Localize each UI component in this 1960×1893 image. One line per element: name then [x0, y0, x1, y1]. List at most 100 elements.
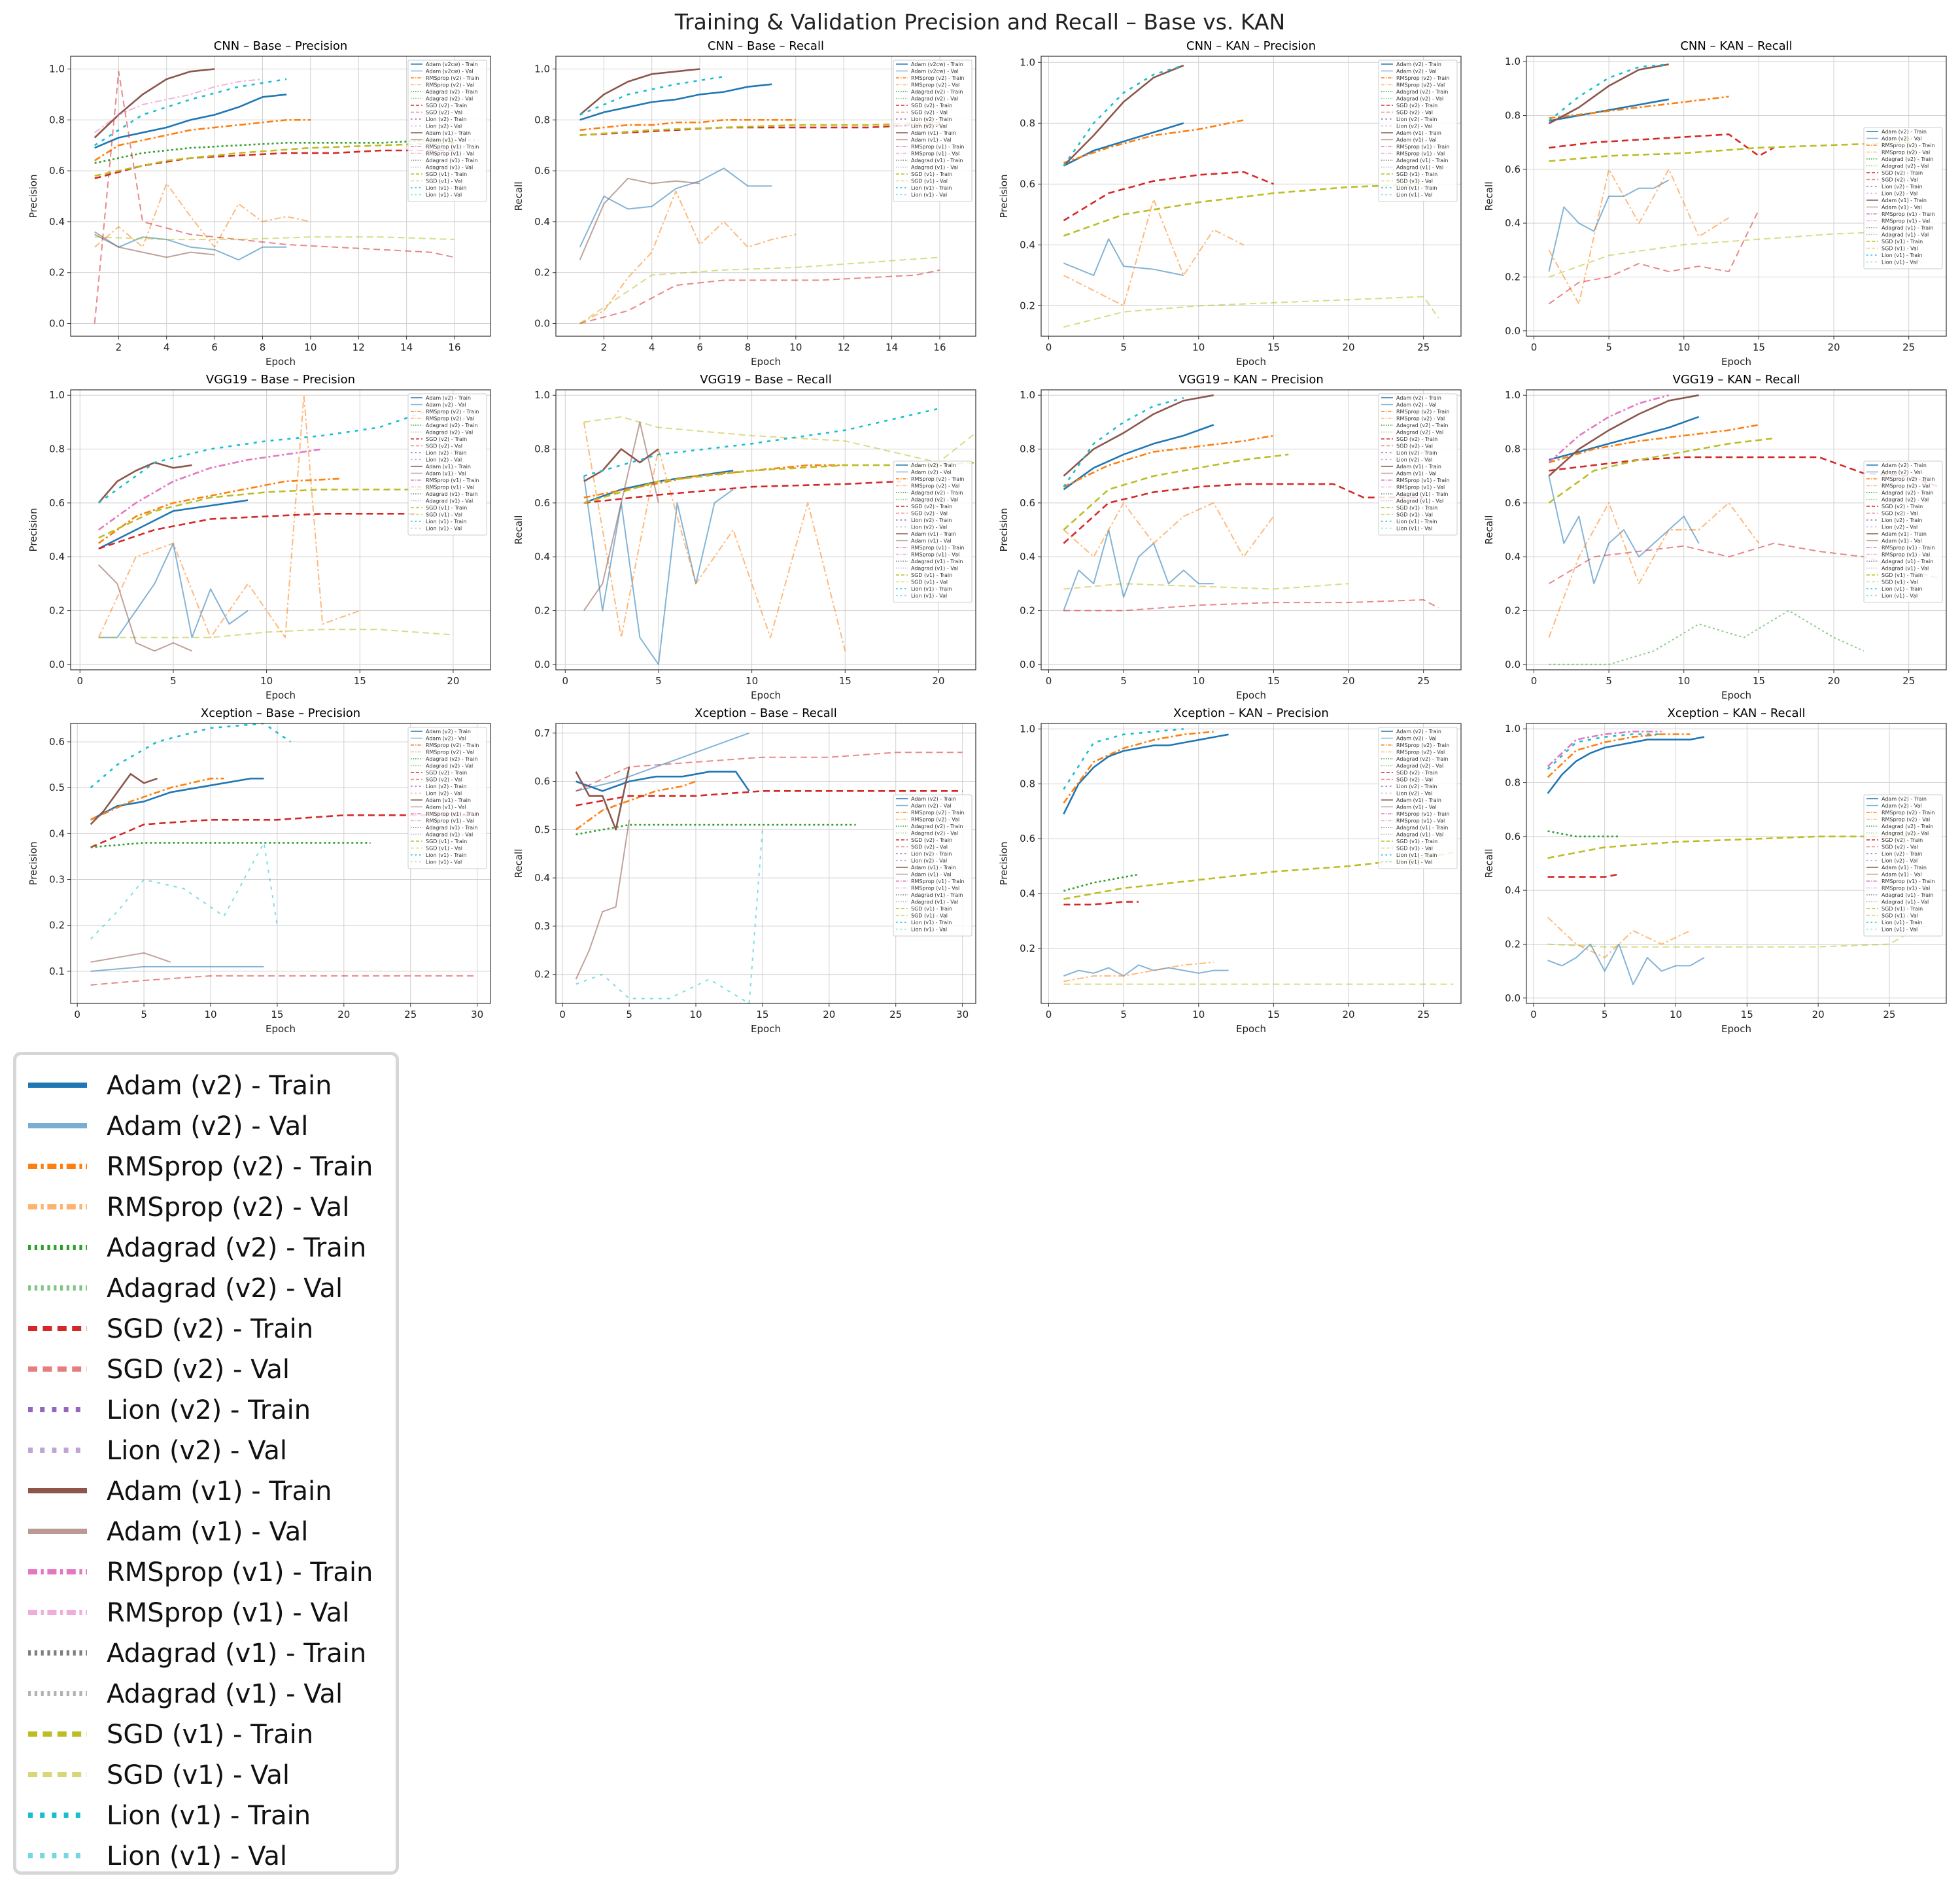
y-tick-label: 0.3	[534, 920, 550, 932]
legend-label: Adam (v2) - Val	[1396, 736, 1437, 742]
legend-label: Lion (v2) - Val	[1396, 457, 1432, 463]
legend-label: SGD (v2) - Val	[911, 511, 948, 517]
legend-swatch	[28, 1650, 87, 1656]
legend-label: Adam (v2) - Train	[1882, 462, 1927, 468]
legend-item: Adagrad (v1) - Val	[16, 1673, 396, 1713]
legend-label: SGD (v1) - Val	[911, 179, 948, 184]
legend-label: Adam (v2) - Train	[426, 729, 471, 735]
subplot: CNN – KAN – Precision 0.2 0.4 0.6 0.8 1.0 0 5 10…	[979, 37, 1471, 378]
legend-label: Adam (v2) - Train	[911, 462, 956, 468]
axes-frame	[555, 56, 976, 337]
legend-label: Adagrad (v1) - Val	[426, 832, 473, 838]
y-tick-label: 0.6	[1505, 831, 1521, 842]
legend-label: SGD (v1) - Train	[1882, 572, 1923, 578]
legend-label: RMSprop (v1) - Train	[1882, 211, 1934, 217]
x-tick-label: 10	[746, 675, 758, 687]
y-tick-label: 1.0	[1505, 723, 1521, 735]
y-tick-label: 0.8	[1505, 443, 1521, 455]
series-line	[583, 461, 976, 504]
legend-label: Adagrad (v2) - Val	[1396, 96, 1443, 102]
legend-label: Adam (v2) - Train	[1396, 395, 1441, 401]
legend-label: Adam (v1) - Train	[1882, 865, 1927, 871]
y-axis-label: Precision	[27, 175, 39, 218]
legend-label: RMSprop (v2) - Train	[426, 75, 479, 81]
legend-label: Adam (v2) - Val	[107, 1111, 309, 1141]
legend-swatch	[28, 1245, 87, 1250]
series-line	[1548, 476, 1700, 585]
legend-label: Adagrad (v1) - Val	[1882, 566, 1929, 572]
legend-label: Adam (v1) - Val	[426, 805, 466, 810]
x-tick-label: 14	[400, 341, 413, 353]
legend-swatch	[28, 1772, 87, 1777]
legend-label: RMSprop (v1) - Val	[426, 818, 474, 824]
series-line	[1063, 529, 1214, 611]
x-tick-label: 30	[471, 1009, 483, 1020]
x-tick-label: 20	[1827, 341, 1840, 353]
x-tick-label: 10	[1677, 341, 1690, 353]
legend-label: Lion (v2) - Train	[1396, 450, 1437, 456]
series-line	[1548, 394, 1699, 477]
legend-label: Lion (v1) - Val	[911, 192, 947, 198]
legend-label: SGD (v1) - Train	[911, 906, 952, 912]
subplot: Xception – KAN – Precision 0.2 0.4 0.6 0.8 1.…	[979, 704, 1471, 1045]
legend-label: SGD (v2) - Train	[1882, 170, 1923, 176]
legend-label: SGD (v1) - Train	[911, 171, 952, 177]
x-tick-label: 16	[448, 341, 460, 353]
legend-label: Adagrad (v2) - Val	[1882, 831, 1929, 837]
legend-label: Adagrad (v1) - Train	[426, 825, 477, 831]
subplot: Xception – Base – Recall 0.2 0.3 0.4 0.5 0.6 0…	[494, 704, 986, 1045]
legend-label: Adam (v2) - Val	[426, 402, 466, 408]
y-tick-label: 0.4	[534, 872, 550, 884]
y-axis-label: Precision	[998, 842, 1010, 886]
series-line	[579, 167, 772, 248]
series-line	[579, 119, 796, 131]
x-axis-label: Epoch	[1236, 356, 1266, 368]
legend-label: Adam (v2) - Train	[107, 1071, 332, 1101]
legend-label: SGD (v2) - Val	[1396, 110, 1433, 116]
legend-label: RMSprop (v1) - Train	[911, 144, 964, 150]
legend-label: RMSprop (v1) - Val	[911, 552, 959, 558]
subplot: VGG19 – Base – Precision 0.0 0.2 0.4 0.6 0.8 1…	[9, 370, 500, 712]
series-line	[90, 777, 224, 821]
series-line	[94, 94, 287, 149]
x-tick-label: 5	[1120, 675, 1127, 687]
legend-label: SGD (v1) - Val	[107, 1760, 290, 1790]
legend-label: Lion (v2) - Train	[911, 517, 952, 523]
series-line	[1063, 502, 1275, 558]
y-tick-label: 1.0	[49, 63, 65, 75]
legend-label: Lion (v2) - Val	[107, 1436, 288, 1466]
legend-label: Adagrad (v2) - Train	[1882, 824, 1933, 829]
axes-frame	[1526, 56, 1947, 337]
legend-label: Lion (v1) - Val	[911, 927, 947, 933]
series-line	[90, 773, 158, 825]
legend-item: Adagrad (v2) - Val	[16, 1267, 396, 1308]
series-line	[98, 513, 416, 550]
legend-label: Lion (v1) - Val	[911, 593, 947, 599]
legend-label: Adagrad (v1) - Val	[426, 498, 473, 504]
legend-label: Adagrad (v2) - Train	[911, 824, 963, 829]
legend-item: SGD (v1) - Train	[16, 1713, 396, 1754]
legend-label: SGD (v1) - Val	[1396, 846, 1433, 852]
series-line	[94, 231, 215, 258]
legend-label: Lion (v1) - Train	[1882, 920, 1922, 926]
x-tick-label: 4	[163, 341, 170, 353]
y-tick-label: 0.5	[534, 824, 550, 835]
legend-label: Lion (v1) - Val	[426, 526, 462, 532]
series-line	[576, 752, 963, 792]
series-line	[583, 480, 901, 504]
legend-label: Adagrad (v2) - Val	[911, 96, 958, 102]
legend-label: Adagrad (v1) - Val	[911, 566, 958, 572]
series-line	[579, 256, 940, 324]
legend-label: Adagrad (v1) - Val	[1882, 899, 1929, 905]
legend-label: Lion (v1) - Val	[1396, 860, 1432, 865]
legend-label: SGD (v2) - Val	[1396, 777, 1433, 783]
series-line	[98, 478, 341, 544]
subplot: VGG19 – Base – Recall 0.0 0.2 0.4 0.6 0.8 1.0 0…	[494, 370, 986, 712]
y-tick-label: 1.0	[1020, 56, 1035, 68]
y-tick-label: 0.2	[1505, 271, 1521, 283]
subplot-svg: Xception – KAN – Precision 0.2 0.4 0.6 0.8 1.…	[998, 706, 1462, 1035]
series-line	[1063, 198, 1244, 307]
subplot-svg: CNN – KAN – Precision 0.2 0.4 0.6 0.8 1.0 0 5 10…	[998, 39, 1462, 368]
legend-swatch	[28, 1691, 87, 1696]
legend-label: RMSprop (v1) - Train	[1882, 878, 1934, 884]
